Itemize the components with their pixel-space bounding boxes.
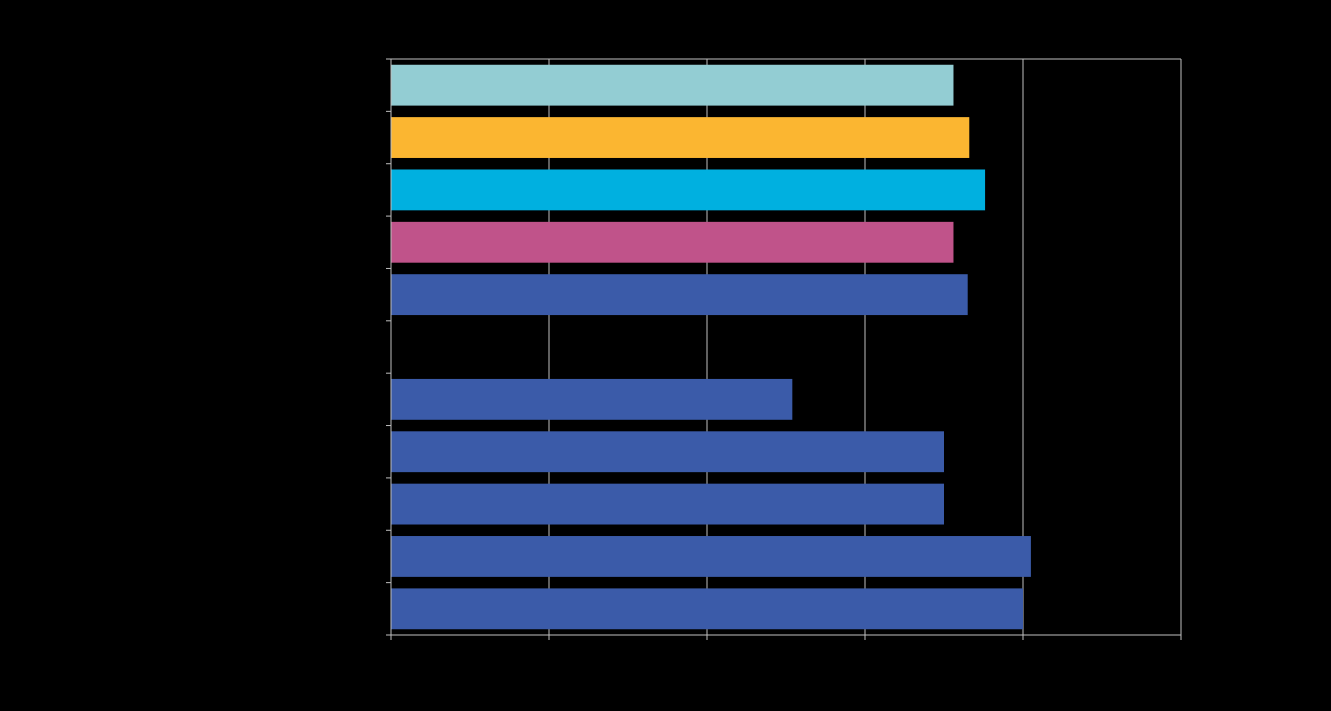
bar bbox=[391, 64, 954, 106]
bar bbox=[391, 117, 970, 158]
bars bbox=[391, 64, 1031, 630]
bar bbox=[391, 536, 1031, 577]
bar bbox=[391, 274, 968, 316]
bar bbox=[391, 431, 944, 473]
bar bbox=[391, 169, 986, 211]
axes bbox=[386, 58, 1182, 640]
bar bbox=[391, 378, 793, 420]
bar bbox=[391, 588, 1023, 630]
bar bbox=[391, 483, 944, 525]
bar bbox=[391, 221, 954, 263]
